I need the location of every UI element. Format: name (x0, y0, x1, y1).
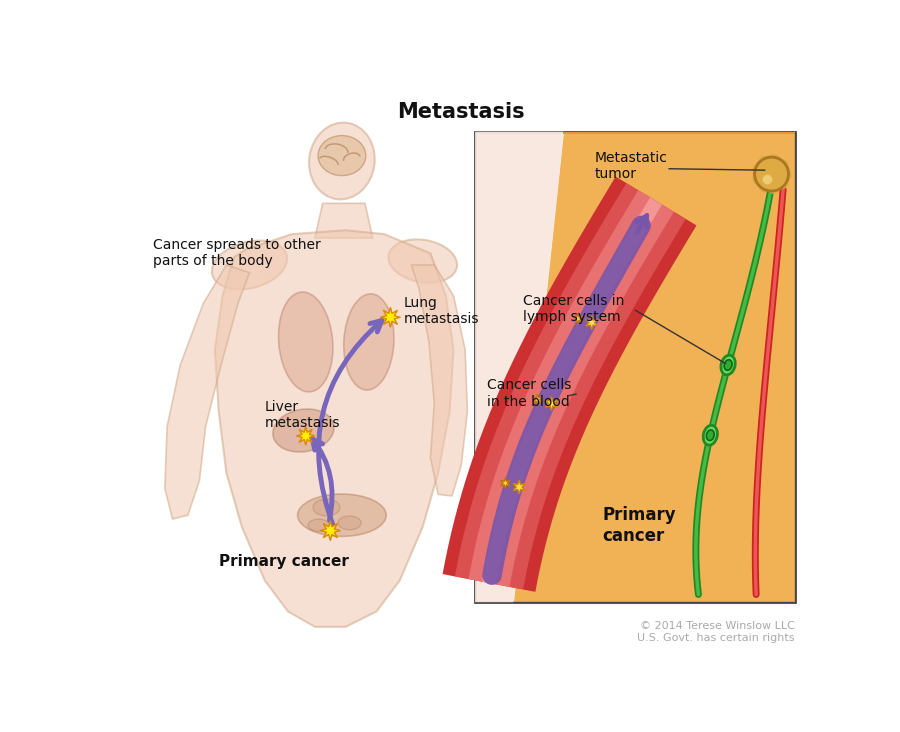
Circle shape (754, 157, 788, 191)
Text: Cancer spreads to other
parts of the body: Cancer spreads to other parts of the bod… (153, 239, 321, 269)
Ellipse shape (721, 355, 735, 375)
Ellipse shape (338, 516, 361, 530)
Text: Primary
cancer: Primary cancer (602, 506, 676, 545)
Text: © 2014 Terese Winslow LLC
U.S. Govt. has certain rights: © 2014 Terese Winslow LLC U.S. Govt. has… (637, 621, 795, 643)
Polygon shape (215, 231, 454, 627)
Text: Lung
metastasis: Lung metastasis (403, 296, 479, 326)
Polygon shape (513, 480, 526, 494)
Ellipse shape (344, 294, 394, 390)
Polygon shape (320, 520, 340, 541)
Ellipse shape (389, 239, 457, 283)
Polygon shape (381, 307, 400, 327)
Ellipse shape (308, 519, 329, 531)
Text: Cancer cells
in the blood: Cancer cells in the blood (487, 378, 571, 408)
Text: Cancer cells in
lymph system: Cancer cells in lymph system (523, 294, 625, 324)
Polygon shape (475, 132, 563, 602)
Circle shape (752, 163, 765, 176)
Circle shape (768, 154, 780, 167)
Text: Liver
metastasis: Liver metastasis (265, 400, 340, 430)
Polygon shape (500, 478, 510, 488)
Circle shape (776, 177, 788, 189)
Circle shape (779, 168, 792, 180)
Ellipse shape (706, 430, 715, 441)
Polygon shape (545, 397, 557, 411)
Ellipse shape (318, 135, 365, 176)
Circle shape (776, 159, 788, 171)
Circle shape (754, 157, 788, 191)
Polygon shape (165, 265, 249, 519)
Polygon shape (586, 315, 598, 329)
Ellipse shape (309, 122, 374, 199)
Ellipse shape (278, 292, 333, 392)
Circle shape (768, 182, 780, 194)
Ellipse shape (273, 409, 334, 452)
Ellipse shape (212, 241, 287, 289)
Circle shape (752, 173, 765, 185)
Ellipse shape (313, 499, 340, 516)
Bar (475, 132, 795, 602)
Circle shape (759, 156, 770, 168)
Polygon shape (296, 427, 315, 445)
Polygon shape (573, 313, 582, 324)
Ellipse shape (724, 359, 732, 370)
Polygon shape (315, 203, 373, 238)
Polygon shape (411, 265, 467, 496)
Circle shape (759, 180, 770, 193)
Text: Metastatic
tumor: Metastatic tumor (595, 152, 667, 182)
Ellipse shape (298, 494, 386, 537)
Polygon shape (514, 132, 795, 602)
Text: Primary cancer: Primary cancer (219, 554, 348, 569)
Ellipse shape (703, 425, 717, 445)
Text: Metastasis: Metastasis (398, 102, 525, 122)
Polygon shape (533, 395, 542, 405)
